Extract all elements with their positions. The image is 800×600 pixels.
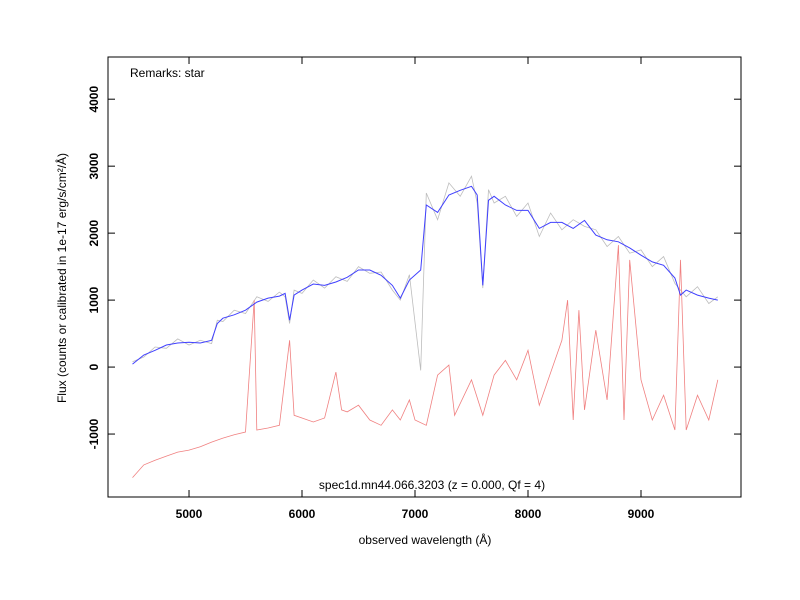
annotation: spec1d.mn44.066.3203 (z = 0.000, Qf = 4) — [319, 478, 545, 492]
remark: Remarks: star — [130, 66, 205, 80]
y-tick-label: 4000 — [87, 86, 101, 113]
y-tick-label: 0 — [87, 363, 101, 370]
spectrum-line — [132, 245, 719, 478]
x-tick-label: 9000 — [628, 507, 655, 521]
x-tick-label: 7000 — [402, 507, 429, 521]
plot-frame — [107, 56, 742, 498]
spectrum-line — [132, 175, 719, 371]
y-tick-label: 1000 — [87, 286, 101, 313]
x-tick-label: 6000 — [289, 507, 316, 521]
y-axis-label: Flux (counts or calibrated in 1e-17 erg/… — [54, 153, 69, 403]
x-tick-label: 8000 — [515, 507, 542, 521]
x-axis-label: observed wavelength (Å) — [359, 532, 492, 547]
y-tick-label: 3000 — [87, 152, 101, 179]
y-tick-label: 2000 — [87, 219, 101, 246]
y-tick-label: -1000 — [87, 418, 101, 449]
spectrum-line — [132, 185, 718, 365]
x-tick-label: 5000 — [176, 507, 203, 521]
